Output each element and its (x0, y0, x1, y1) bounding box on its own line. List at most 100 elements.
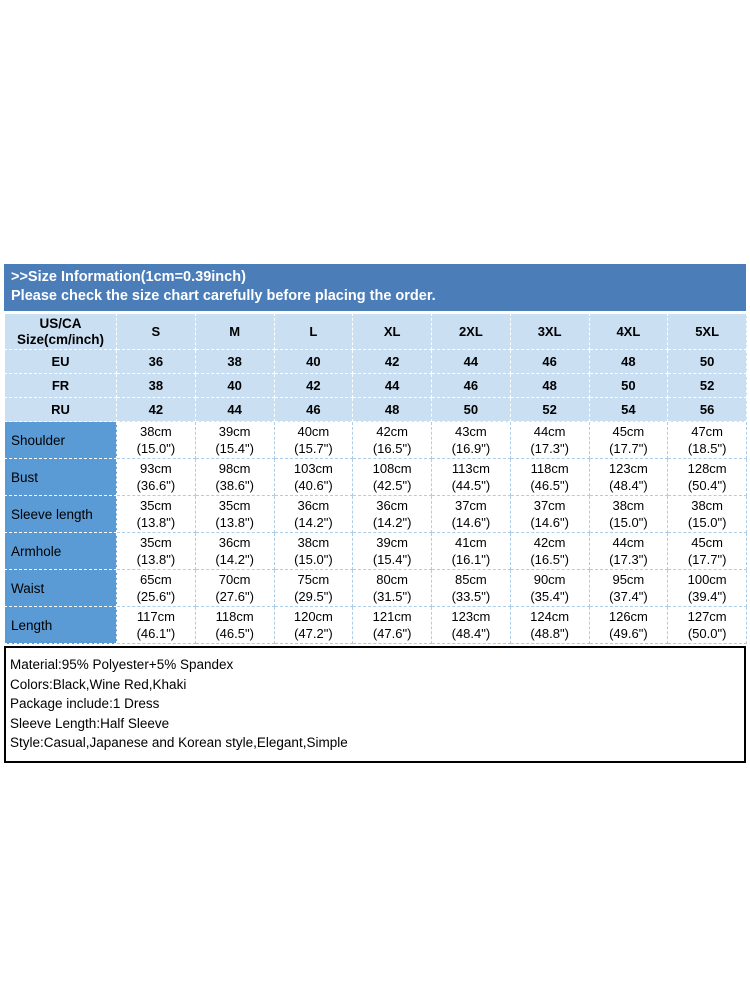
measure-cell: 124cm (48.8") (509, 606, 590, 644)
measure-row-armhole: Armhole 35cm (13.8") 36cm (14.2") 38cm (15.… (4, 532, 747, 570)
measure-cell: 113cm (44.5") (431, 458, 511, 496)
size-row-label: FR (4, 373, 117, 398)
column-header-cell-4XL: 4XL (588, 313, 669, 350)
measure-cell: 38cm (15.0") (273, 532, 354, 570)
column-header-cell-M: M (194, 313, 275, 350)
measure-cell: 117cm (46.1") (116, 606, 196, 644)
measure-row-sleeve-length: Sleeve length 35cm (13.8") 35cm (13.8") 36c… (4, 495, 747, 533)
column-header-cell-S: S (116, 313, 196, 350)
measure-row-label: Bust (4, 458, 117, 496)
size-cell: 38 (116, 373, 196, 398)
measure-cell: 47cm (18.5") (667, 421, 747, 459)
measure-cell: 45cm (17.7") (667, 532, 747, 570)
size-cell: 38 (194, 349, 275, 374)
size-cell: 42 (352, 349, 432, 374)
size-cell: 44 (431, 349, 511, 374)
measure-row-length: Length 117cm (46.1") 118cm (46.5") 120cm (4… (4, 606, 747, 644)
product-info-line-style: Style:Casual,Japanese and Korean style,E… (10, 735, 348, 750)
measure-row-shoulder: Shoulder 38cm (15.0") 39cm (15.4") 40cm (15… (4, 421, 747, 459)
measure-cell: 37cm (14.6") (509, 495, 590, 533)
measure-row-label: Waist (4, 569, 117, 607)
column-header-cell-XL: XL (352, 313, 432, 350)
measure-cell: 118cm (46.5") (509, 458, 590, 496)
measure-cell: 45cm (17.7") (588, 421, 669, 459)
measure-cell: 90cm (35.4") (509, 569, 590, 607)
product-info-line-package: Package include:1 Dress (10, 696, 160, 711)
banner-title: >>Size Information(1cm=0.39inch) (11, 269, 246, 285)
measure-cell: 121cm (47.6") (352, 606, 432, 644)
size-cell: 44 (352, 373, 432, 398)
size-cell: 56 (667, 397, 747, 422)
size-cell: 48 (352, 397, 432, 422)
size-cell: 52 (509, 397, 590, 422)
size-row-label: EU (4, 349, 117, 374)
measure-cell: 128cm (50.4") (667, 458, 747, 496)
measure-cell: 35cm (13.8") (194, 495, 275, 533)
size-cell: 46 (273, 397, 354, 422)
size-row-EU: EU 36 38 40 42 44 46 48 50 (4, 349, 747, 374)
size-table-body: US/CA Size(cm/inch) S M L XL 2XL 3XL 4XL 5XL EU 36… (4, 313, 747, 644)
measure-cell: 100cm (39.4") (667, 569, 747, 607)
measure-cell: 36cm (14.2") (273, 495, 354, 533)
column-header-cell-2XL: 2XL (431, 313, 511, 350)
size-cell: 42 (273, 373, 354, 398)
measure-cell: 37cm (14.6") (431, 495, 511, 533)
measure-row-bust: Bust 93cm (36.6") 98cm (38.6") 103cm (40.6"… (4, 458, 747, 496)
size-cell: 50 (588, 373, 669, 398)
size-row-label: RU (4, 397, 117, 422)
measure-cell: 39cm (15.4") (352, 532, 432, 570)
measure-cell: 108cm (42.5") (352, 458, 432, 496)
size-cell: 48 (588, 349, 669, 374)
column-header-cell-5XL: 5XL (667, 313, 747, 350)
product-info-line-sleeve: Sleeve Length:Half Sleeve (10, 715, 170, 731)
measure-cell: 44cm (17.3") (588, 532, 669, 570)
measure-cell: 42cm (16.5") (352, 421, 432, 459)
size-cell: 36 (116, 349, 196, 374)
measure-row-label: Length (4, 606, 117, 644)
measure-row-label: Armhole (4, 532, 117, 570)
size-row-FR: FR 38 40 42 44 46 48 50 52 (4, 373, 747, 398)
measure-cell: 80cm (31.5") (352, 569, 432, 607)
size-row-RU: RU 42 44 46 48 50 52 54 56 (4, 397, 747, 422)
measure-cell: 44cm (17.3") (509, 421, 590, 459)
measure-cell: 85cm (33.5") (431, 569, 511, 607)
measure-cell: 38cm (15.0") (588, 495, 669, 533)
measure-cell: 65cm (25.6") (116, 569, 196, 607)
measure-cell: 93cm (36.6") (116, 458, 196, 496)
measure-cell: 39cm (15.4") (194, 421, 275, 459)
size-info-banner: >>Size Information(1cm=0.39inch) Please … (4, 264, 746, 311)
measure-cell: 123cm (48.4") (431, 606, 511, 644)
product-info-line-material: Material:95% Polyester+5% Spandex (10, 657, 234, 672)
size-cell: 50 (667, 349, 747, 374)
table-header-row: US/CA Size(cm/inch) S M L XL 2XL 3XL 4XL 5XL (4, 313, 747, 350)
measure-cell: 70cm (27.6") (194, 569, 275, 607)
size-cell: 46 (509, 349, 590, 374)
measure-cell: 40cm (15.7") (273, 421, 354, 459)
product-info-box: Material:95% Polyester+5% Spandex Colors… (4, 646, 746, 763)
measure-cell: 35cm (13.8") (116, 495, 196, 533)
measure-cell: 41cm (16.1") (431, 532, 511, 570)
measure-cell: 36cm (14.2") (352, 495, 432, 533)
measure-cell: 38cm (15.0") (116, 421, 196, 459)
measure-row-label: Sleeve length (4, 495, 117, 533)
measure-cell: 36cm (14.2") (194, 532, 275, 570)
measure-cell: 42cm (16.5") (509, 532, 590, 570)
size-cell: 48 (509, 373, 590, 398)
measure-cell: 103cm (40.6") (273, 458, 354, 496)
measure-cell: 118cm (46.5") (194, 606, 275, 644)
product-info-line-colors: Colors:Black,Wine Red,Khaki (10, 676, 187, 692)
measure-cell: 75cm (29.5") (273, 569, 354, 607)
banner-subtitle: Please check the size chart carefully be… (11, 288, 436, 304)
size-cell: 44 (194, 397, 275, 422)
measure-cell: 127cm (50.0") (667, 606, 747, 644)
measure-cell: 98cm (38.6") (194, 458, 275, 496)
measure-row-label: Shoulder (4, 421, 117, 459)
corner-header-cell: US/CA Size(cm/inch) (4, 313, 117, 350)
size-cell: 40 (194, 373, 275, 398)
column-header-cell-L: L (273, 313, 354, 350)
size-cell: 46 (431, 373, 511, 398)
measure-cell: 43cm (16.9") (431, 421, 511, 459)
measure-cell: 38cm (15.0") (667, 495, 747, 533)
size-cell: 50 (431, 397, 511, 422)
size-table: US/CA Size(cm/inch) S M L XL 2XL 3XL 4XL 5XL EU 36… (4, 313, 747, 644)
